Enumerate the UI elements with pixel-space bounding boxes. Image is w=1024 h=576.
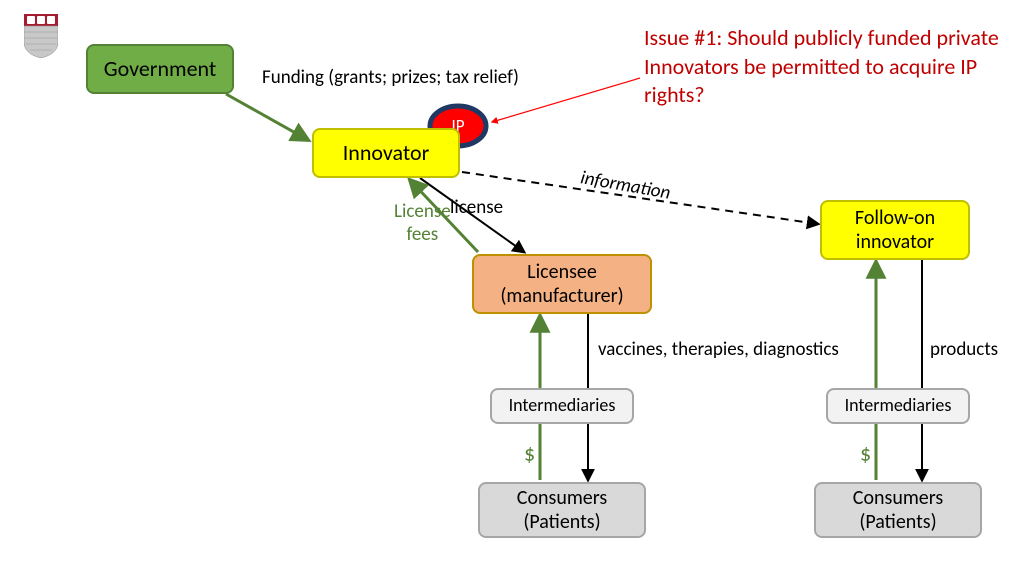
issue-callout: Issue #1: Should publicly funded private… (644, 24, 1014, 110)
followon-node: Follow-on innovator (820, 200, 970, 260)
innovator-label: Innovator (343, 140, 430, 166)
intermediaries2-node: Intermediaries (826, 388, 970, 424)
vaccines-label: vaccines, therapies, diagnostics (598, 338, 839, 361)
funding-label: Funding (grants; prizes; tax relief) (262, 66, 519, 89)
licensee-node: Licensee (manufacturer) (472, 254, 652, 314)
dollar1-label: $ (524, 440, 535, 467)
dollar2-label: $ (860, 440, 871, 467)
information-label: information (579, 166, 672, 204)
intermediaries1-label: Intermediaries (509, 395, 616, 417)
government-label: Government (104, 56, 217, 82)
license-fees-label: Licensefees (394, 200, 451, 246)
harvard-shield-icon (24, 14, 58, 58)
intermediaries2-label: Intermediaries (845, 395, 952, 417)
followon-label: Follow-on innovator (822, 206, 968, 254)
government-node: Government (86, 44, 234, 94)
intermediaries1-node: Intermediaries (490, 388, 634, 424)
consumers1-node: Consumers (Patients) (478, 482, 646, 538)
consumers2-node: Consumers (Patients) (814, 482, 982, 538)
consumers1-label: Consumers (Patients) (480, 486, 644, 534)
arrow-gov_to_innov (226, 94, 308, 140)
license-label: license (450, 196, 503, 219)
licensee-label: Licensee (manufacturer) (474, 260, 650, 308)
innovator-node: Innovator (312, 128, 460, 178)
consumers2-label: Consumers (Patients) (816, 486, 980, 534)
products-label: products (930, 338, 998, 361)
